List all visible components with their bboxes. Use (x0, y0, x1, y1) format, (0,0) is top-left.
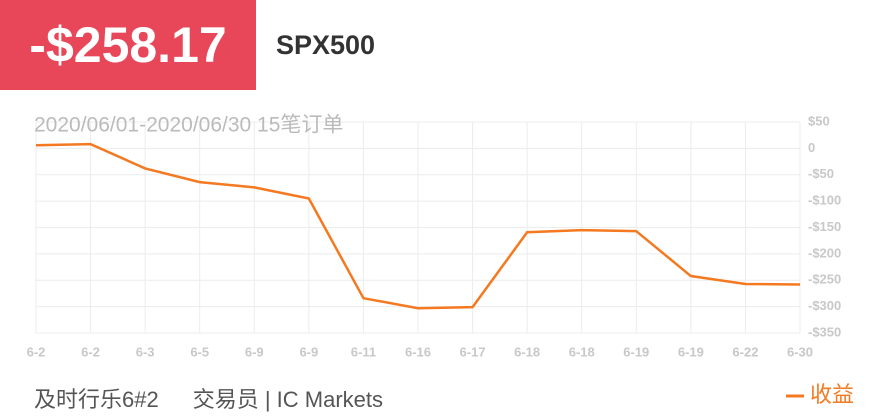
x-tick-label: 6-18 (569, 344, 595, 359)
line-series (35, 142, 801, 310)
y-tick-label: -$100 (808, 193, 841, 208)
profit-badge: -$258.17 (0, 0, 256, 90)
y-tick-label: -$50 (808, 166, 834, 181)
x-tick-label: 6-3 (136, 344, 155, 359)
x-tick-label: 6-17 (460, 344, 486, 359)
y-tick-label: 0 (808, 140, 815, 155)
y-tick-label: -$200 (808, 245, 841, 260)
y-tick-label: -$150 (808, 219, 841, 234)
y-tick-label: -$350 (808, 324, 841, 339)
x-tick-label: 6-5 (190, 344, 209, 359)
x-tick-label: 6-19 (623, 344, 649, 359)
x-tick-label: 6-16 (405, 344, 431, 359)
legend-label: 收益 (810, 382, 854, 407)
x-tick-label: 6-18 (514, 344, 540, 359)
x-tick-label: 6-19 (678, 344, 704, 359)
x-tick-label: 6-30 (787, 344, 813, 359)
account: 及时行乐6#2 (34, 387, 159, 412)
x-tick-label: 6-2 (81, 344, 100, 359)
symbol: SPX500 (276, 30, 376, 60)
x-tick-label: 6-9 (245, 344, 264, 359)
y-tick-label: $50 (808, 113, 830, 128)
footer: 及时行乐6#2 交易员 | IC Markets (34, 382, 417, 414)
y-tick-label: -$300 (808, 298, 841, 313)
x-tick-label: 6-2 (27, 344, 46, 359)
x-tick-label: 6-11 (351, 344, 376, 359)
x-tick-label: 6-9 (299, 344, 318, 359)
trader: 交易员 | IC Markets (192, 387, 384, 412)
chart-subtitle: 2020/06/01-2020/06/30 15笔订单 (34, 114, 343, 137)
y-tick-label: -$250 (808, 272, 841, 287)
x-tick-label: 6-22 (732, 344, 758, 359)
